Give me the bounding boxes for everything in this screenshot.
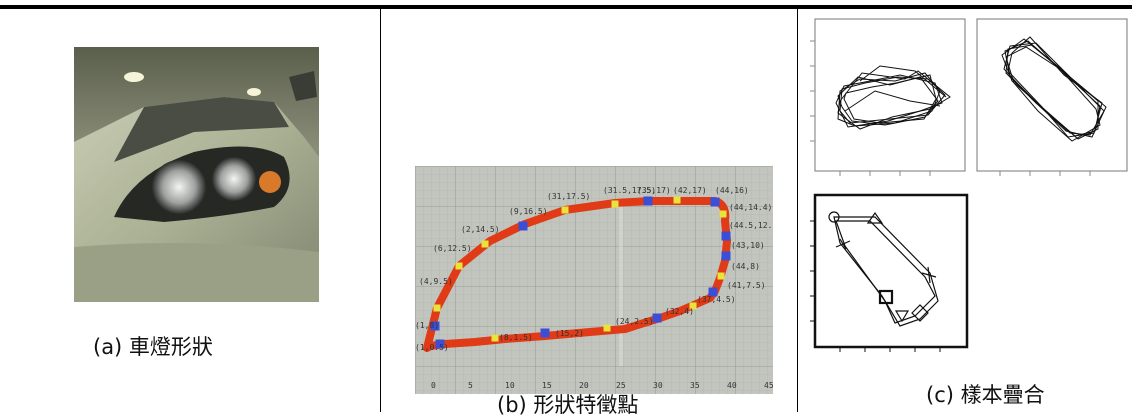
sample-overlay-plots <box>810 18 1128 352</box>
divider-left <box>380 9 381 412</box>
point-coordinate-label: (1,8) <box>415 321 439 330</box>
point-coordinate-label: (43,10) <box>731 241 765 250</box>
x-tick-label: 40 <box>727 381 737 390</box>
point-coordinate-label: (37,4.5) <box>697 295 736 304</box>
point-coordinate-label: (42,17) <box>673 186 707 195</box>
point-coordinate-label: (1,0.5) <box>415 343 449 352</box>
panel-b: (1,8) (4,9.5) (6,12.5) (2,14.5) (9,16.5) (31,… <box>381 9 797 417</box>
point-coordinate-label: (15,2) <box>555 329 584 338</box>
feature-point-major <box>435 339 445 349</box>
point-coordinate-label: (44,14.4) <box>729 203 772 212</box>
x-tick-label: 5 <box>468 381 473 390</box>
divider-right <box>797 9 798 412</box>
feature-point-major <box>710 197 720 207</box>
point-coordinate-label: (2,14.5) <box>461 225 500 234</box>
feature-point-minor <box>719 210 727 218</box>
feature-point-major <box>721 251 731 261</box>
point-coordinate-label: (41,7.5) <box>727 281 766 290</box>
x-tick-label: 10 <box>505 381 515 390</box>
point-coordinate-label: (31,17.5) <box>547 192 590 201</box>
x-tick-label: 15 <box>542 381 552 390</box>
point-coordinate-label: (44,16) <box>715 186 749 195</box>
feature-point-major <box>643 196 653 206</box>
panel-a: (a) 車燈形狀 <box>0 9 380 412</box>
feature-point-major <box>708 287 718 297</box>
x-tick-label: 25 <box>616 381 626 390</box>
car-headlight-photo <box>74 47 319 302</box>
feature-point-major <box>518 221 528 231</box>
feature-point-minor <box>481 240 489 248</box>
point-coordinate-label: (24,2.5) <box>615 317 654 326</box>
feature-point-major <box>540 328 550 338</box>
feature-point-minor <box>455 262 463 270</box>
feature-point-minor <box>717 272 725 280</box>
x-tick-label: 45 <box>764 381 773 390</box>
panel-b-caption: (b) 形狀特徵點 <box>497 393 639 417</box>
point-coordinate-label: (9,16.5) <box>509 207 548 216</box>
feature-point-minor <box>689 302 697 310</box>
headlight-contour <box>423 197 731 352</box>
point-coordinate-label: (6,12.5) <box>433 244 472 253</box>
feature-point-minor <box>611 200 619 208</box>
feature-point-major <box>652 313 662 323</box>
overlay-plot-1 <box>810 18 966 176</box>
panel-a-caption: (a) 車燈形狀 <box>93 335 213 359</box>
point-coordinate-label: (32,4) <box>665 307 694 316</box>
point-coordinate-label: (44.5,12.5) <box>729 221 773 230</box>
panel-c: (c) 樣本疊合 <box>798 9 1132 412</box>
feature-point-major <box>721 231 731 241</box>
panel-c-caption: (c) 樣本疊合 <box>926 383 1045 407</box>
point-coordinate-label: (44,8) <box>731 262 760 271</box>
x-tick-label: 0 <box>431 381 436 390</box>
point-coordinate-label: (4,9.5) <box>419 277 453 286</box>
top-rule <box>0 5 1132 9</box>
feature-point-minor <box>491 334 499 342</box>
feature-point-minor <box>673 196 681 204</box>
feature-point-major <box>430 321 440 331</box>
x-tick-label: 30 <box>653 381 663 390</box>
feature-point-minor <box>561 206 569 214</box>
shape-feature-points-plot: (1,8) (4,9.5) (6,12.5) (2,14.5) (9,16.5) (31,… <box>415 166 773 394</box>
overlay-plot-2 <box>976 18 1128 176</box>
feature-point-minor <box>433 304 441 312</box>
overlay-plot-3 <box>810 193 969 352</box>
point-coordinate-label: (35,17) <box>637 186 671 195</box>
x-tick-label: 35 <box>690 381 700 390</box>
x-tick-label: 20 <box>579 381 589 390</box>
point-coordinate-label: (8,1.5) <box>499 333 533 342</box>
point-coordinate-label: (31.5,17.5) <box>603 186 656 195</box>
feature-point-minor <box>603 324 611 332</box>
